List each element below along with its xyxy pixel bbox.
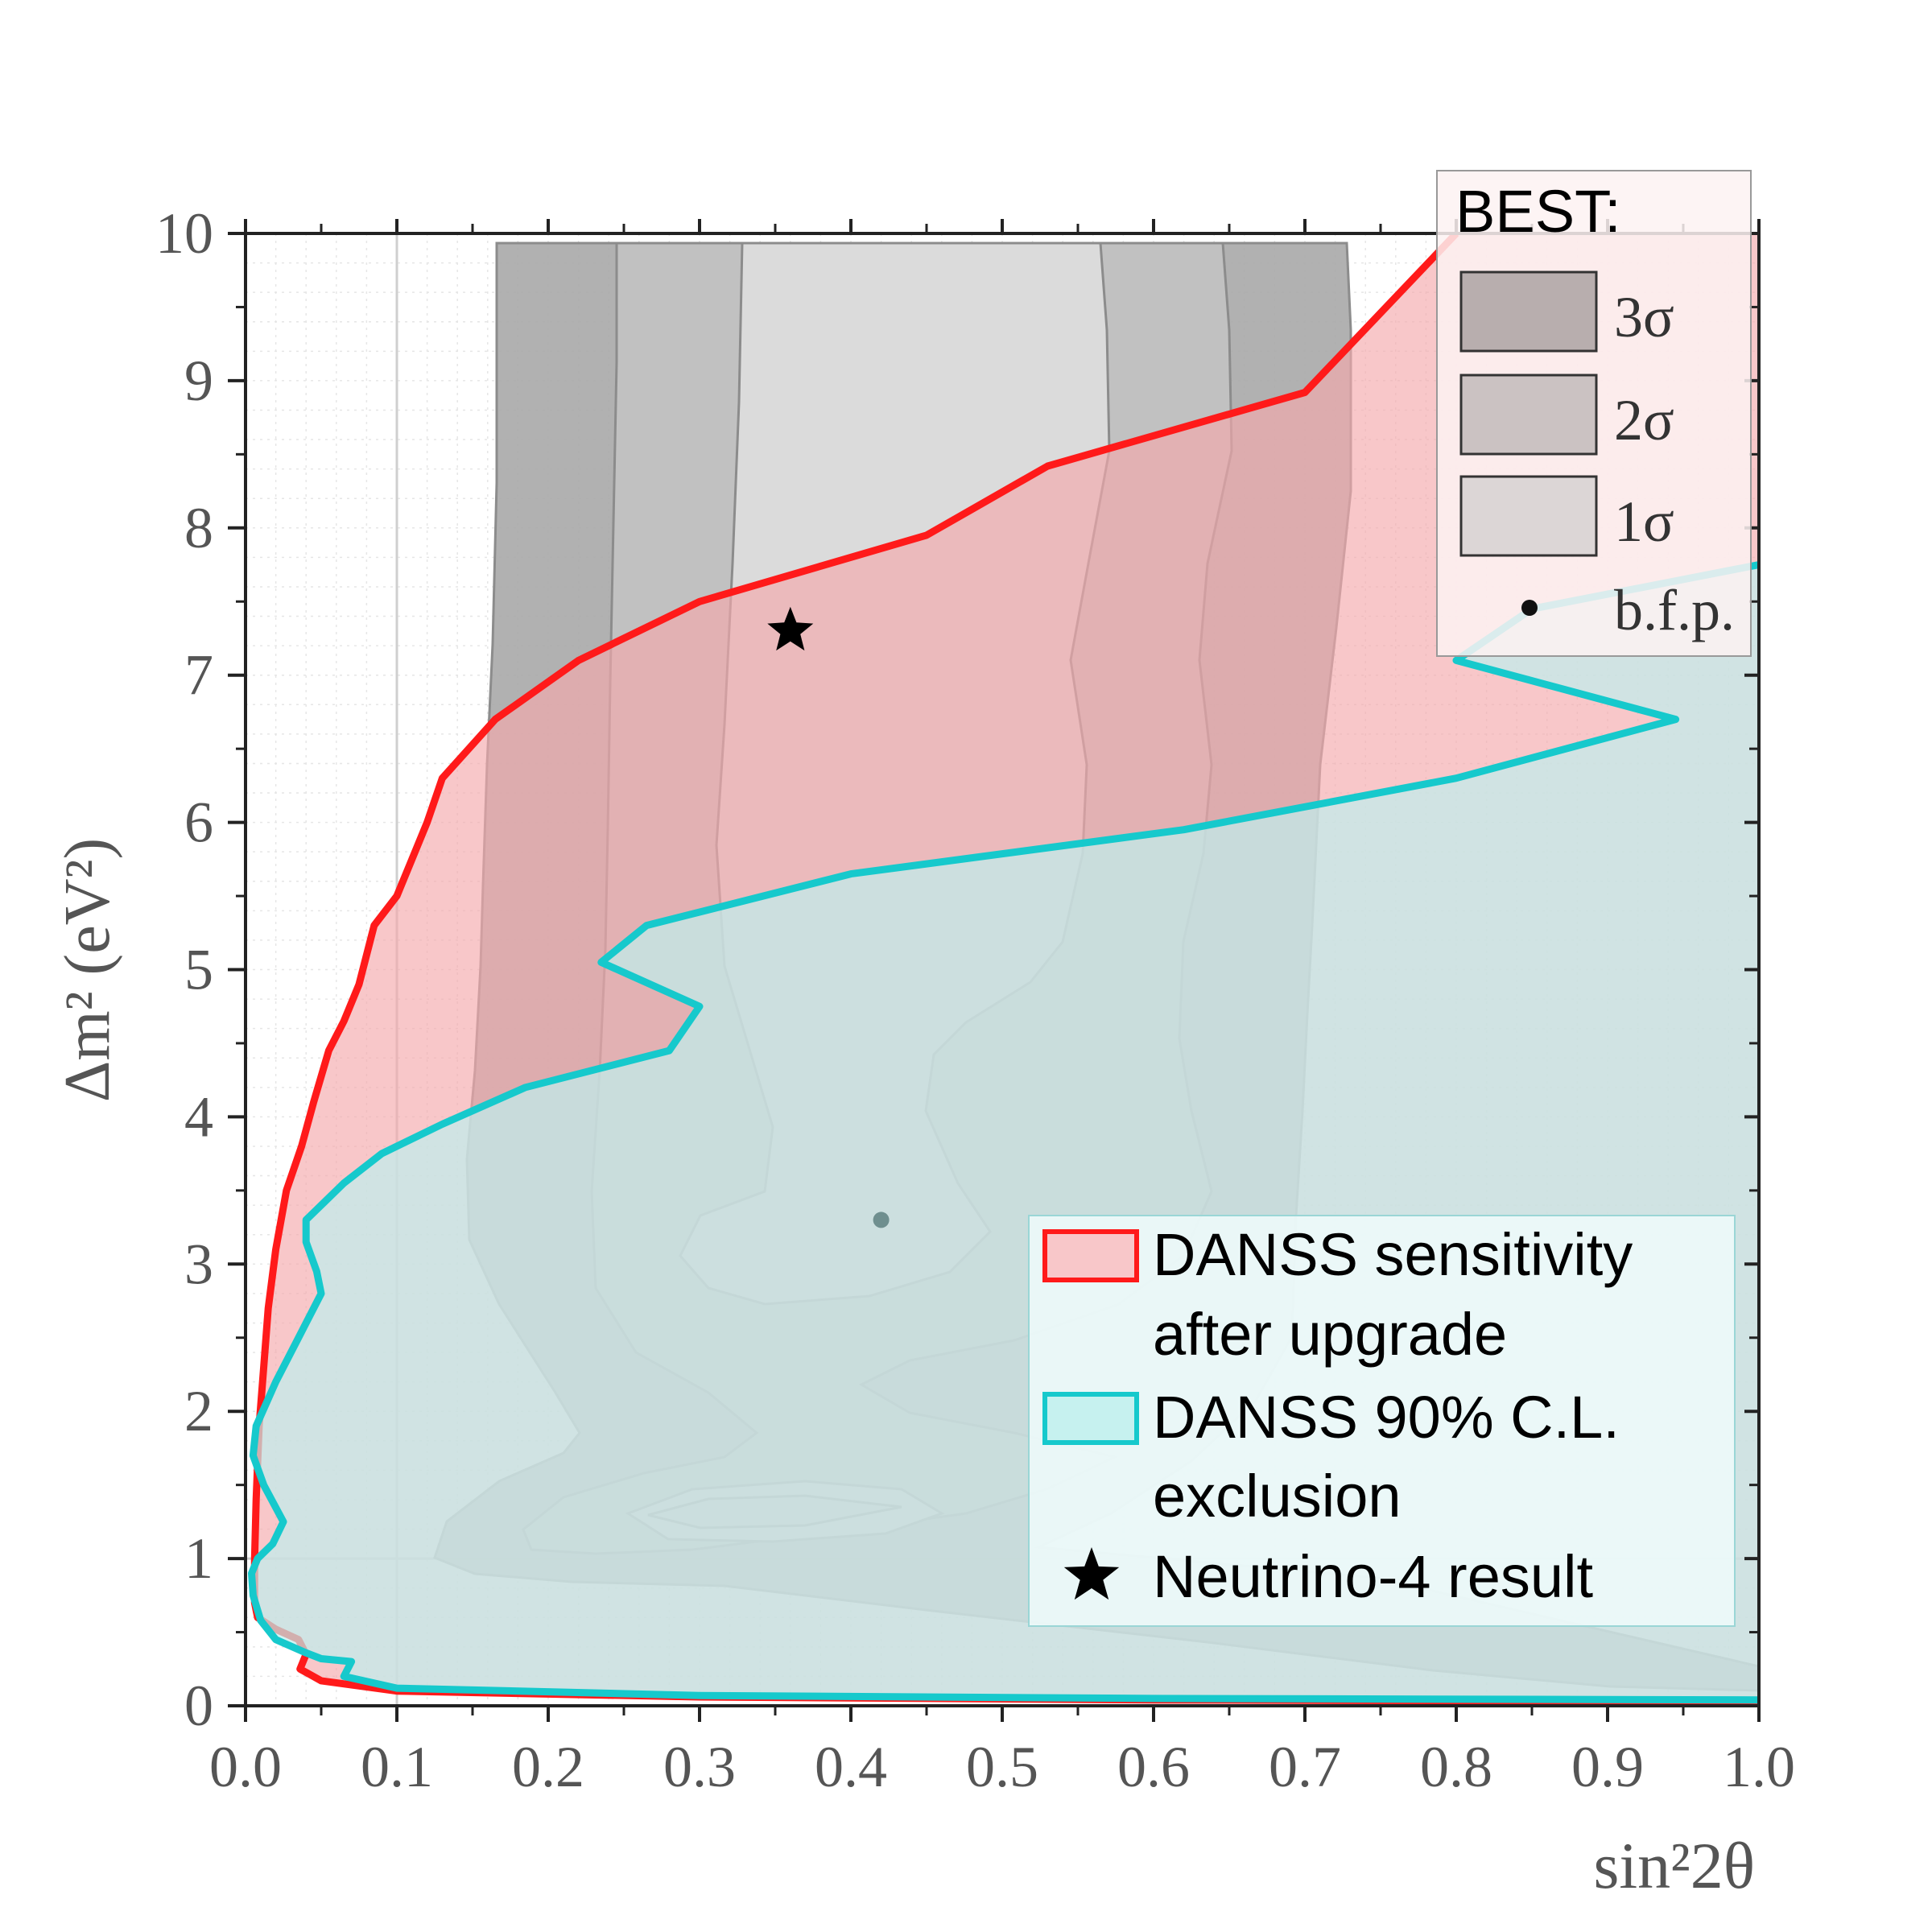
y-tick-label: 1	[184, 1526, 213, 1591]
x-tick-label: 0.3	[663, 1735, 736, 1799]
x-tick-label: 1.0	[1723, 1735, 1795, 1799]
legend-exclusion-line2: exclusion	[1153, 1463, 1402, 1530]
y-tick-label: 0	[184, 1674, 213, 1738]
legend-sensitivity-line2: after upgrade	[1153, 1301, 1507, 1368]
y-axis-title: Δm² (eV²)	[52, 838, 123, 1102]
best-legend-1sigma-swatch	[1459, 475, 1598, 557]
best-legend-title: BEST:	[1455, 178, 1621, 245]
best-legend-2sigma-swatch	[1459, 374, 1598, 456]
y-tick-label: 2	[184, 1379, 213, 1443]
x-tick-label: 0.5	[966, 1735, 1038, 1799]
best-legend: BEST: 3σ 2σ 1σ b.f.p.	[1436, 170, 1752, 657]
x-tick-label: 0.1	[361, 1735, 433, 1799]
legend-star-label: Neutrino-4 result	[1153, 1543, 1593, 1610]
best-legend-point-icon	[1521, 600, 1538, 616]
y-tick-label: 3	[184, 1232, 213, 1296]
x-tick-label: 0.2	[512, 1735, 584, 1799]
legend-star-icon	[1063, 1547, 1120, 1600]
main-legend: DANSS sensitivity after upgrade DANSS 90…	[1028, 1215, 1736, 1627]
best-legend-1sigma-label: 1σ	[1614, 489, 1674, 554]
y-tick-label: 5	[184, 938, 213, 1002]
x-tick-label: 0.6	[1117, 1735, 1190, 1799]
legend-exclusion-swatch	[1042, 1392, 1139, 1445]
sensitivity-line	[250, 233, 1759, 1705]
best-legend-2sigma-label: 2σ	[1614, 388, 1674, 452]
x-axis-title: sin²2θ	[1593, 1829, 1755, 1902]
legend-exclusion-line1: DANSS 90% C.L.	[1153, 1384, 1620, 1451]
y-tick-label: 6	[184, 791, 213, 855]
y-tick-label: 7	[184, 643, 213, 708]
legend-sensitivity-swatch	[1042, 1229, 1139, 1282]
best-legend-point-label: b.f.p.	[1614, 578, 1735, 642]
x-tick-label: 0.7	[1269, 1735, 1341, 1799]
exclusion-line	[248, 561, 1759, 1704]
axes-layer: 0.0 0.1 0.2 0.3 0.4 0.5 0.6 0.7 0.8 0.9 1.0 0 1 2 3 4 5 6…	[155, 201, 1795, 1799]
best-legend-3sigma-label: 3σ	[1614, 285, 1674, 349]
neutrino4-star-marker	[767, 606, 814, 651]
legend-sensitivity-line1: DANSS sensitivity	[1153, 1221, 1633, 1288]
x-tick-label: 0.8	[1420, 1735, 1492, 1799]
y-tick-label: 10	[155, 201, 213, 266]
x-tick-label: 0.9	[1571, 1735, 1644, 1799]
y-tick-label: 8	[184, 496, 213, 560]
y-tick-label: 9	[184, 349, 213, 413]
best-legend-3sigma-swatch	[1459, 270, 1598, 353]
x-tick-label: 0.4	[815, 1735, 887, 1799]
best-fit-point	[873, 1212, 890, 1228]
main-legend-box	[1028, 1215, 1736, 1627]
y-tick-label: 4	[184, 1084, 213, 1149]
x-tick-label: 0.0	[209, 1735, 282, 1799]
